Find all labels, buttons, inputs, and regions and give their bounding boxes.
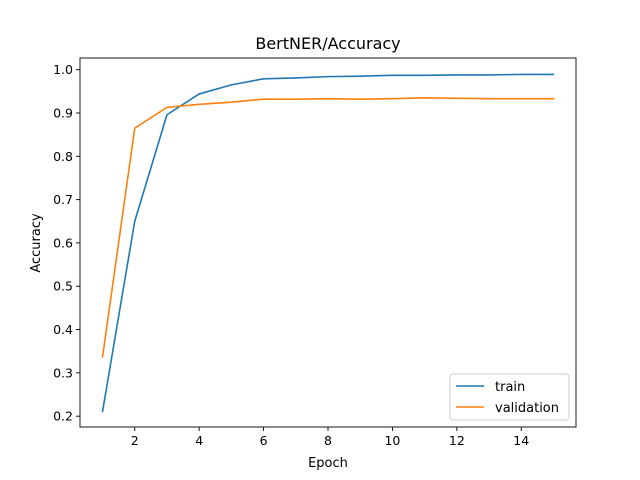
x-tick-label: 8: [324, 433, 332, 448]
y-tick-label: 1.0: [53, 62, 73, 77]
plot-area: 2 4 6 8 10 12 14 0.2 0.3 0.4 0.5 0.6 0.7 0.8 0.9 1.0: [53, 57, 577, 448]
x-tick-label: 10: [384, 433, 400, 448]
legend-label-validation: validation: [495, 401, 559, 416]
y-axis-label: Accuracy: [29, 213, 44, 273]
x-tick-label: 12: [449, 433, 465, 448]
x-axis-label: Epoch: [308, 456, 348, 471]
x-tick-label: 6: [260, 433, 268, 448]
y-tick-label: 0.9: [53, 106, 73, 121]
y-tick-label: 0.3: [53, 365, 73, 380]
y-tick-label: 0.2: [53, 409, 73, 424]
chart-title: BertNER/Accuracy: [255, 34, 400, 53]
y-tick-label: 0.5: [53, 279, 73, 294]
series-line-validation: [101, 97, 555, 358]
y-tick-label: 0.6: [53, 235, 73, 250]
series-line-train: [101, 73, 555, 413]
x-tick-label: 2: [131, 433, 139, 448]
legend: train validation: [449, 373, 570, 421]
y-tick-label: 0.7: [53, 192, 73, 207]
legend-label-train: train: [495, 380, 525, 395]
y-tick-label: 0.4: [53, 322, 73, 337]
y-tick-label: 0.8: [53, 149, 73, 164]
x-tick-label: 4: [195, 433, 203, 448]
x-tick-label: 14: [513, 433, 529, 448]
